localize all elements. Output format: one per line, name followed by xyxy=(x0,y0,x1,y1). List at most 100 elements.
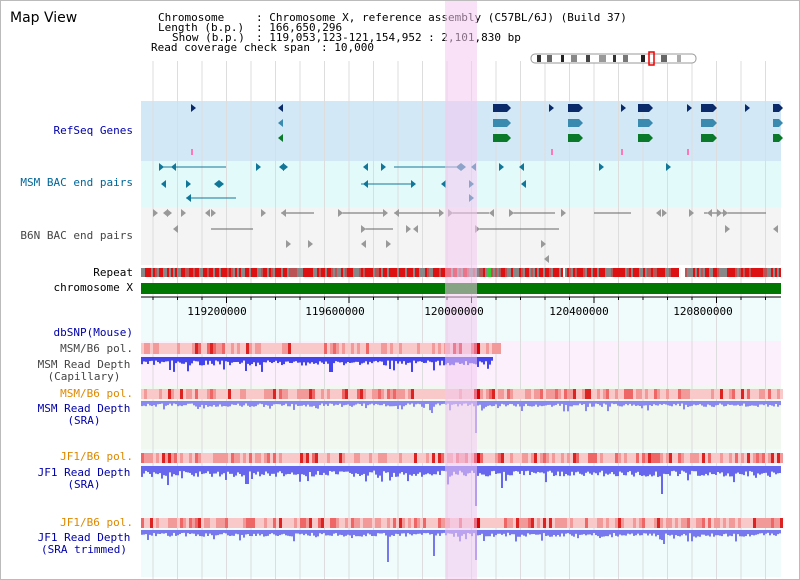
msm-capillary-depth-bar xyxy=(391,357,393,361)
track-label-jf1-depth[interactable]: JF1 Read Depth (SRA) xyxy=(37,466,131,491)
repeat-segment xyxy=(515,268,517,277)
jf1-depth-bar xyxy=(367,466,369,476)
track-label-jf1-trim[interactable]: JF1 Read Depth (SRA trimmed) xyxy=(37,531,131,556)
msm-sra-depth-bar xyxy=(721,401,723,405)
msm-sra-depth-bar xyxy=(251,401,253,407)
msm-sra-pol-strip xyxy=(723,389,726,399)
msm-capillary-depth-bar xyxy=(175,357,177,364)
track-label-jf1-pol[interactable]: JF1/B6 pol. xyxy=(60,450,133,463)
repeat-segment xyxy=(297,268,299,277)
msm-sra-pol-strip xyxy=(543,389,546,399)
msm-sra-pol-strip xyxy=(633,389,636,399)
msm-capillary-depth-bar xyxy=(189,357,191,366)
jf1-trim-pol-strip xyxy=(750,518,753,528)
msm-sra-depth-bar xyxy=(491,401,493,407)
jf1-pol-strip xyxy=(159,453,162,463)
msm-sra-depth-bar xyxy=(167,401,169,406)
msm-pol-strip xyxy=(363,343,366,354)
jf1-trim-depth-bar xyxy=(571,530,573,536)
msm-sra-depth-bar xyxy=(427,401,429,404)
msm-sra-pol-strip xyxy=(777,389,780,399)
jf1-trim-pol-strip xyxy=(258,518,261,528)
jf1-trim-pol-strip xyxy=(552,518,555,528)
jf1-depth-bar xyxy=(485,466,487,477)
msm-capillary-depth-bar xyxy=(233,357,235,363)
jf1-trim-depth-bar xyxy=(391,530,393,536)
msm-sra-pol-strip xyxy=(687,389,690,399)
jf1-depth-bar xyxy=(629,466,631,472)
msm-sra-pol-strip xyxy=(279,389,282,399)
bac-end xyxy=(256,163,261,171)
jf1-pol-strip xyxy=(615,453,618,463)
jf1-depth-bar xyxy=(571,466,573,472)
jf1-trim-pol-strip xyxy=(147,518,150,528)
msm-sra-depth-bar xyxy=(539,401,541,406)
jf1-pol-strip xyxy=(495,453,498,463)
track-label-dbsnp[interactable]: dbSNP(Mouse) xyxy=(53,326,133,339)
jf1-trim-depth-bar xyxy=(175,530,177,536)
msm-sra-pol-strip xyxy=(582,389,585,399)
jf1-pol-strip xyxy=(300,453,303,463)
track-label-msm-depth-cap[interactable]: MSM Read Depth (Capillary) xyxy=(37,358,131,383)
repeat-segment xyxy=(597,268,599,277)
jf1-depth-bar xyxy=(327,466,329,476)
axis-tick-label: 120400000 xyxy=(549,305,609,318)
jf1-trim-depth-bar xyxy=(167,530,169,536)
jf1-depth-bar xyxy=(395,466,397,477)
jf1-trim-pol-strip xyxy=(183,518,186,528)
msm-capillary-depth-bar xyxy=(197,357,199,362)
track-label-jf1-pol-trim[interactable]: JF1/B6 pol. xyxy=(60,516,133,529)
jf1-depth-bar xyxy=(667,466,669,474)
msm-capillary-depth-bar xyxy=(479,357,481,362)
msm-sra-pol-strip xyxy=(696,389,699,399)
msm-capillary-depth-bar xyxy=(437,357,439,361)
bac-end xyxy=(521,180,526,188)
jf1-depth-bar xyxy=(591,466,593,475)
jf1-pol-strip xyxy=(492,453,495,463)
jf1-trim-pol-strip xyxy=(657,518,660,528)
msm-capillary-depth-bar xyxy=(411,357,413,372)
jf1-depth-bar xyxy=(569,466,571,476)
repeat-segment xyxy=(687,268,689,277)
jf1-depth-bar xyxy=(217,466,219,472)
repeat-segment xyxy=(645,268,647,277)
jf1-depth-bar xyxy=(637,466,639,472)
msm-sra-pol-strip xyxy=(477,389,480,399)
jf1-trim-depth-bar xyxy=(407,530,409,534)
msm-pol-strip xyxy=(429,343,432,354)
jf1-trim-depth-bar xyxy=(341,530,343,536)
repeat-segment xyxy=(171,268,173,277)
track-label-msm-pol[interactable]: MSM/B6 pol. xyxy=(60,342,133,355)
jf1-trim-pol-strip xyxy=(354,518,357,528)
track-label-repeat[interactable]: Repeat xyxy=(93,266,133,279)
chromosome-ideogram[interactable] xyxy=(530,51,697,66)
msm-sra-depth-bar xyxy=(541,401,543,407)
msm-capillary-depth-bar xyxy=(217,357,219,362)
track-label-refseq[interactable]: RefSeq Genes xyxy=(53,124,133,137)
track-label-msm-pol-sra[interactable]: MSM/B6 pol. xyxy=(60,387,133,400)
axis-tick-label: 120000000 xyxy=(424,305,484,318)
msm-sra-depth-bar xyxy=(239,401,241,406)
jf1-trim-depth-bar xyxy=(165,530,167,534)
msm-pol-strip xyxy=(267,343,270,354)
jf1-depth-bar xyxy=(593,466,595,473)
track-label-msm-bac[interactable]: MSM BAC end pairs xyxy=(20,176,133,189)
msm-sra-pol-strip xyxy=(219,389,222,399)
msm-sra-pol-strip xyxy=(243,389,246,399)
msm-sra-depth-bar xyxy=(163,401,165,410)
msm-pol-strip xyxy=(390,343,393,354)
jf1-depth-bar xyxy=(409,466,411,475)
msm-sra-depth-bar xyxy=(747,401,749,407)
jf1-pol-strip xyxy=(525,453,528,463)
jf1-trim-pol-strip xyxy=(279,518,282,528)
msm-capillary-depth-bar xyxy=(443,357,445,366)
track-label-b6n-bac[interactable]: B6N BAC end pairs xyxy=(20,229,133,242)
jf1-pol-strip xyxy=(219,453,222,463)
track-label-msm-depth-sra[interactable]: MSM Read Depth (SRA) xyxy=(37,402,131,427)
msm-sra-pol-strip xyxy=(759,389,762,399)
msm-pol-strip xyxy=(258,343,261,354)
jf1-trim-pol-strip xyxy=(744,518,747,528)
jf1-depth-bar xyxy=(721,466,723,473)
jf1-trim-depth-bar xyxy=(519,530,521,537)
jf1-depth-bar xyxy=(771,466,773,472)
